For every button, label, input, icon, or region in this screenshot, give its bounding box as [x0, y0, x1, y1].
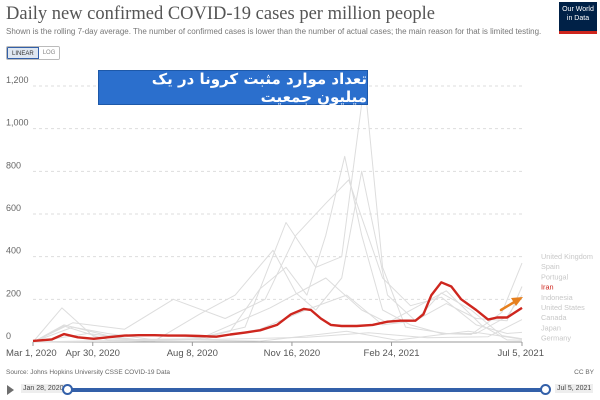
legend-item: Indonesia: [541, 293, 574, 302]
legend-item: United States: [541, 303, 585, 312]
legend-item: United Kingdom: [541, 252, 593, 261]
series-line-canada: [32, 292, 523, 343]
legend-item: Canada: [541, 313, 568, 322]
y-tick-label: 400: [6, 246, 21, 256]
source-note[interactable]: Source: Johns Hopkins University CSSE CO…: [6, 369, 171, 376]
y-tick-label: 800: [6, 160, 21, 170]
chart-subtitle: Shown is the rolling 7-day average. The …: [6, 27, 542, 36]
timeline-slider: Jan 28, 2020 Jul 5, 2021: [0, 380, 600, 400]
linear-scale-button[interactable]: LINEAR: [7, 47, 39, 59]
timeline-end-label: Jul 5, 2021: [555, 384, 594, 393]
legend-item: Spain: [541, 262, 560, 271]
series-line-united-states: [32, 179, 523, 343]
scale-toggle: LINEAR LOG: [6, 46, 61, 60]
legend-item: Portugal: [541, 272, 569, 281]
y-tick-label: 600: [6, 203, 21, 213]
timeline-track[interactable]: [68, 388, 546, 392]
x-tick-label: Nov 16, 2020: [264, 348, 321, 359]
y-tick-label: 1,200: [6, 75, 29, 85]
series-line-united-kingdom: [32, 155, 523, 343]
series-layer: [32, 81, 523, 343]
grid-layer: [33, 85, 522, 343]
logo-line-2: in Data: [566, 14, 590, 22]
legend-item: Japan: [541, 323, 561, 332]
series-line-germany: [32, 277, 523, 343]
series-line-japan: [32, 330, 523, 343]
y-tick-label: 200: [6, 288, 21, 298]
timeline-start-label: Jan 28, 2020: [21, 384, 66, 393]
x-tick-label: Apr 30, 2020: [66, 348, 120, 359]
chart-title: Daily new confirmed COVID-19 cases per m…: [6, 4, 435, 24]
play-icon[interactable]: [7, 385, 14, 395]
y-tick-label: 1,000: [6, 118, 29, 128]
y-tick-label: 0: [6, 331, 11, 341]
legend-item: Germany: [541, 334, 571, 343]
log-scale-button[interactable]: LOG: [38, 47, 60, 59]
series-line-indonesia: [32, 319, 523, 343]
axis-layer: 0 200 400 600 800 1,000 1,200 Mar 1, 2020 Apr 30…: [6, 75, 544, 359]
logo-line-1: Our World: [562, 6, 594, 13]
x-tick-label: Aug 8, 2020: [167, 348, 218, 359]
persian-caption-overlay: تعداد موارد مثبت کرونا در یک میلیون جمعی…: [98, 70, 368, 106]
x-tick-label: Mar 1, 2020: [6, 348, 57, 359]
our-world-in-data-logo[interactable]: Our World in Data: [559, 2, 597, 34]
arrow-icon: [499, 297, 523, 312]
series-line-iran: [32, 281, 523, 343]
legend-item: Iran: [541, 283, 554, 292]
license-note[interactable]: CC BY: [574, 369, 594, 376]
x-tick-label: Jul 5, 2021: [498, 348, 544, 359]
timeline-end-handle[interactable]: [540, 384, 551, 395]
x-tick-label: Feb 24, 2021: [364, 348, 420, 359]
timeline-start-handle[interactable]: [62, 384, 73, 395]
